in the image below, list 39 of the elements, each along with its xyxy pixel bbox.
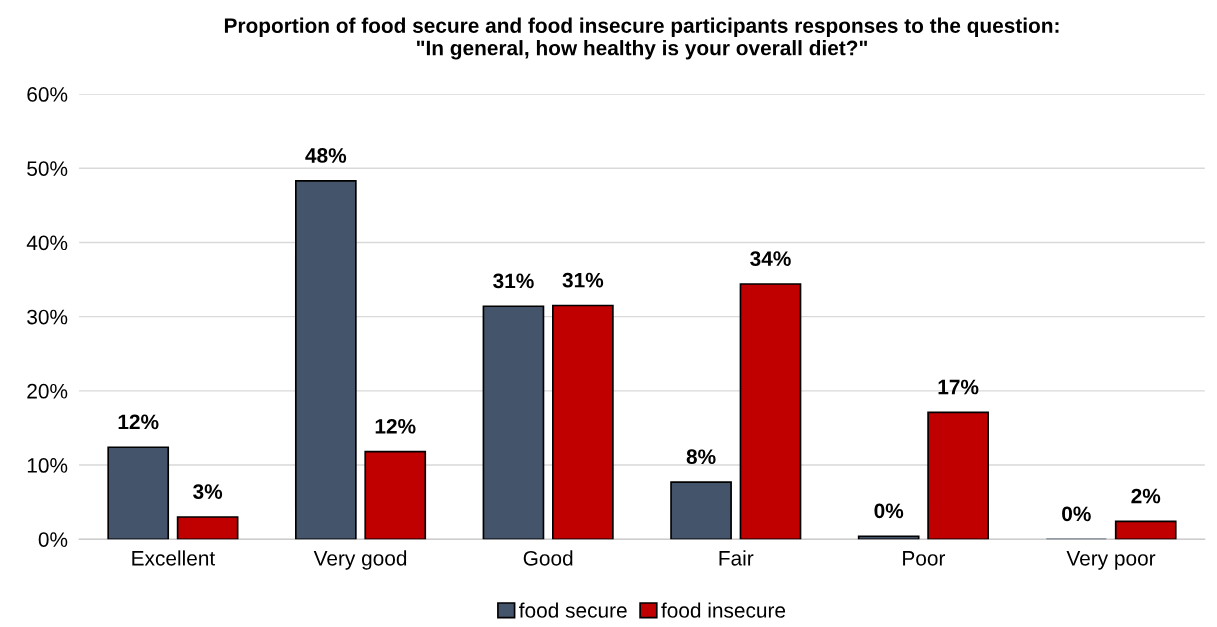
- x-tick-label: Fair: [719, 550, 754, 566]
- bar: [294, 180, 357, 540]
- data-label: 31%: [562, 272, 604, 288]
- y-tick-label: 30%: [27, 309, 68, 325]
- x-tick-label: Excellent: [132, 550, 216, 566]
- data-label: 34%: [750, 251, 791, 267]
- bar: [1114, 520, 1177, 540]
- y-tick-label: 60%: [27, 87, 68, 102]
- bar: [927, 411, 989, 540]
- data-label: 12%: [118, 414, 159, 430]
- data-label: 0%: [874, 503, 904, 519]
- y-tick-label: 0%: [38, 532, 68, 547]
- bar: [552, 304, 614, 540]
- legend-label: food insecure: [661, 602, 786, 618]
- y-tick-label: 20%: [27, 383, 68, 399]
- y-tick-label: 50%: [27, 161, 68, 176]
- bar: [482, 305, 545, 540]
- data-label: 12%: [375, 418, 416, 434]
- x-tick-label: Poor: [903, 551, 946, 566]
- y-tick-label: 10%: [27, 458, 68, 473]
- data-label: 3%: [193, 484, 223, 499]
- x-tick-label: Very good: [313, 550, 407, 570]
- bar: [364, 450, 427, 540]
- data-label: 31%: [493, 273, 534, 289]
- bar: [857, 535, 920, 540]
- bar: [670, 481, 732, 540]
- legend-label: food secure: [519, 602, 627, 618]
- x-tick-label: Good: [523, 550, 573, 566]
- data-label: 8%: [686, 449, 716, 465]
- data-label: 17%: [938, 379, 979, 395]
- data-label: 48%: [305, 148, 347, 163]
- x-tick-label: Very poor: [1066, 551, 1156, 570]
- bar: [176, 516, 239, 540]
- bar: [107, 446, 170, 540]
- y-tick-label: 40%: [26, 235, 68, 251]
- data-label: 0%: [1062, 506, 1091, 522]
- chart-title: Proportion of food secure and food insecure participants responses to the question: "In general, how healthy is your overall diet?": [224, 17, 1059, 60]
- bar: [739, 283, 802, 540]
- data-label: 2%: [1131, 488, 1161, 504]
